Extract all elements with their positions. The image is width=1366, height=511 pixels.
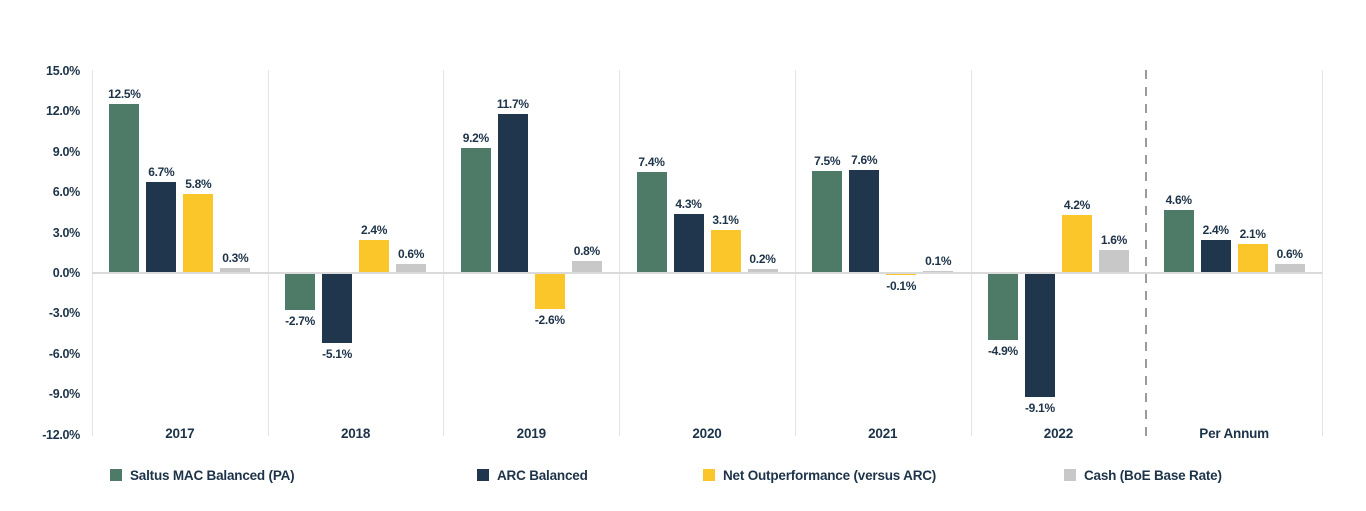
y-axis-tick-label: 3.0%	[52, 225, 81, 240]
y-axis-tick-label: 6.0%	[52, 185, 81, 200]
panel-separator	[619, 70, 621, 436]
bar-value-label: 9.2%	[462, 131, 489, 146]
x-axis-category-label: 2018	[340, 426, 371, 441]
x-axis-category-label: 2022	[1043, 426, 1074, 441]
bar-saltus-mac-balanced-2019	[460, 148, 491, 272]
bar-value-label: -5.1%	[322, 346, 352, 361]
legend-label: Net Outperformance (versus ARC)	[723, 467, 937, 483]
bar-cash-boe-base-rate-2020	[747, 269, 778, 272]
legend-label: Saltus MAC Balanced (PA)	[130, 467, 295, 483]
y-axis-tick-label: -9.0%	[48, 387, 80, 402]
panel-separator	[794, 70, 796, 436]
bar-saltus-mac-balanced-2022	[987, 274, 1018, 340]
panel-separator	[1322, 70, 1323, 436]
bar-arc-balanced-2020	[673, 214, 704, 272]
bar-value-label: 7.6%	[851, 152, 878, 167]
bar-cash-boe-base-rate-2017	[220, 267, 251, 272]
bar-value-label: 1.6%	[1100, 233, 1127, 248]
y-axis-tick-label: 9.0%	[52, 144, 81, 159]
bar-value-label: 5.8%	[185, 176, 212, 191]
x-axis-category-label: 2019	[516, 426, 546, 441]
bar-arc-balanced-2018	[322, 274, 353, 343]
bar-arc-balanced-2017	[146, 181, 177, 272]
y-axis-tick-label: 15.0%	[46, 64, 80, 78]
zero-axis-line	[92, 272, 1322, 274]
y-axis-tick-label: 0.0%	[52, 266, 81, 280]
x-axis-category-label: Per Annum	[1199, 426, 1269, 441]
bar-net-outperformance-per-annum	[1237, 243, 1268, 272]
bar-value-label: 12.5%	[108, 86, 141, 101]
bar-value-label: 2.4%	[360, 222, 388, 237]
panel-separator	[267, 70, 269, 436]
bar-net-outperformance-2018	[359, 239, 390, 272]
bar-saltus-mac-balanced-per-annum	[1163, 210, 1194, 272]
legend-swatch	[703, 469, 715, 481]
bar-cash-boe-base-rate-2018	[396, 263, 427, 272]
bar-value-label: -2.7%	[285, 314, 315, 329]
bar-value-label: 0.1%	[925, 253, 952, 268]
panel-separator	[443, 70, 445, 436]
bar-value-label: 0.6%	[1276, 246, 1303, 261]
bar-value-label: 2.4%	[1202, 222, 1229, 237]
legend-item-arc-balanced: ARC Balanced	[477, 467, 588, 483]
x-axis-category-label: 2017	[165, 426, 195, 441]
bar-value-label: 11.7%	[496, 97, 529, 112]
bar-arc-balanced-2021	[849, 169, 880, 272]
legend-swatch	[477, 469, 489, 481]
bar-cash-boe-base-rate-2022	[1098, 250, 1129, 272]
legend-item-cash-boe-base-rate: Cash (BoE Base Rate)	[1064, 467, 1222, 483]
bar-value-label: 3.1%	[712, 213, 739, 228]
bar-value-label: 4.6%	[1165, 193, 1192, 208]
bar-value-label: -2.6%	[534, 313, 565, 327]
bar-value-label: 6.7%	[148, 164, 175, 179]
legend-label: ARC Balanced	[497, 467, 588, 483]
bar-value-label: 2.1%	[1239, 226, 1266, 241]
bar-value-label: 7.5%	[814, 154, 841, 168]
bar-value-label: -4.9%	[987, 343, 1018, 358]
bar-arc-balanced-per-annum	[1200, 239, 1231, 272]
x-axis-category-label: 2020	[692, 426, 722, 441]
bar-arc-balanced-2019	[497, 114, 528, 272]
per-annum-dashed-separator	[1145, 70, 1148, 436]
legend-label: Cash (BoE Base Rate)	[1084, 467, 1222, 483]
panel-separator	[92, 70, 93, 436]
bar-value-label: 0.3%	[222, 250, 249, 265]
bar-cash-boe-base-rate-2019	[571, 261, 602, 272]
bar-net-outperformance-2020	[710, 230, 741, 272]
bar-net-outperformance-2019	[534, 274, 565, 309]
bar-net-outperformance-2017	[183, 193, 214, 272]
bar-value-label: 0.2%	[749, 252, 776, 267]
bar-value-label: -9.1%	[1024, 400, 1055, 415]
bar-cash-boe-base-rate-per-annum	[1274, 263, 1305, 272]
legend-item-saltus-mac-balanced: Saltus MAC Balanced (PA)	[110, 467, 295, 483]
bar-saltus-mac-balanced-2021	[812, 171, 843, 272]
legend-item-net-outperformance: Net Outperformance (versus ARC)	[703, 467, 936, 483]
bar-cash-boe-base-rate-2021	[923, 270, 954, 272]
bar-saltus-mac-balanced-2020	[636, 172, 667, 272]
bar-value-label: 4.3%	[675, 197, 702, 212]
bar-value-label: 4.2%	[1063, 198, 1090, 213]
x-axis-category-label: 2021	[868, 426, 898, 441]
bar-net-outperformance-2021	[886, 274, 917, 276]
y-axis-tick-label: -3.0%	[48, 306, 80, 321]
y-axis-tick-label: -6.0%	[48, 346, 80, 361]
bar-value-label: 7.4%	[638, 155, 665, 170]
bar-arc-balanced-2022	[1024, 274, 1055, 397]
bar-value-label: 0.6%	[397, 246, 425, 261]
bar-net-outperformance-2022	[1061, 215, 1092, 272]
bar-saltus-mac-balanced-2017	[109, 103, 140, 272]
bar-value-label: -0.1%	[886, 279, 917, 294]
y-axis-tick-label: -12.0%	[42, 427, 80, 442]
legend-swatch	[1064, 469, 1076, 481]
legend-swatch	[110, 469, 122, 481]
bar-value-label: 0.8%	[573, 244, 600, 259]
y-axis-tick-label: 12.0%	[46, 104, 80, 119]
panel-separator	[970, 70, 972, 436]
bar-saltus-mac-balanced-2018	[285, 274, 316, 311]
